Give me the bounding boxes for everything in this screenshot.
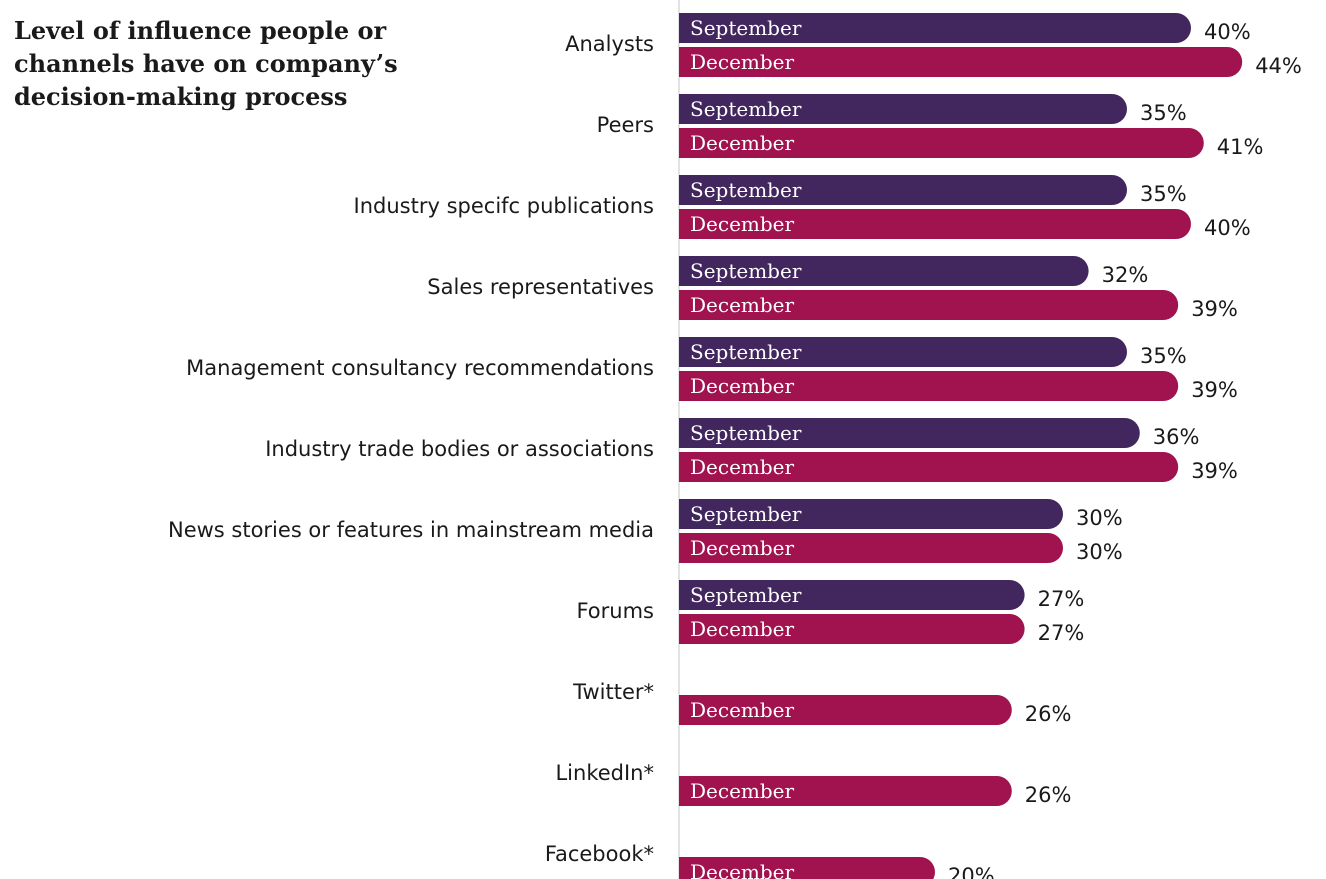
bar-series-label: December: [690, 374, 795, 398]
chart-title-line-3: decision-making process: [14, 82, 348, 111]
bar-series-label: September: [690, 97, 802, 121]
bar-series-label: September: [690, 259, 802, 283]
category-label: News stories or features in mainstream m…: [168, 518, 654, 542]
bar-december: [679, 128, 1204, 158]
bar-december: [679, 452, 1179, 482]
bar-december: [679, 371, 1179, 401]
bar-series-label: September: [690, 583, 802, 607]
bar-december: [679, 290, 1179, 320]
category-label: Industry specifc publications: [354, 194, 654, 218]
value-label: 44%: [1255, 54, 1302, 78]
category-label: Management consultancy recommendations: [186, 356, 654, 380]
bar-december: [679, 695, 1012, 725]
bar-series-label: December: [690, 293, 795, 317]
bar-series-label: December: [690, 698, 795, 722]
bar-series-label: December: [690, 860, 795, 879]
bar-december: [679, 776, 1012, 806]
bar-series-label: September: [690, 178, 802, 202]
bar-series-label: December: [690, 779, 795, 803]
category-label: Industry trade bodies or associations: [265, 437, 654, 461]
bar-series-label: September: [690, 16, 802, 40]
value-label: 39%: [1191, 378, 1238, 402]
value-label: 40%: [1204, 20, 1251, 44]
bar-december: [679, 857, 935, 879]
bar-series-label: September: [690, 502, 802, 526]
bar-december: [679, 533, 1063, 563]
category-label: Sales representatives: [427, 275, 654, 299]
bar-series-label: December: [690, 212, 795, 236]
category-label: Twitter*: [572, 680, 654, 704]
bar-series-label: December: [690, 50, 795, 74]
value-label: 40%: [1204, 216, 1251, 240]
value-label: 41%: [1217, 135, 1264, 159]
category-label: Peers: [597, 113, 654, 137]
value-label: 20%: [948, 864, 995, 879]
bar-series-label: September: [690, 340, 802, 364]
bar-series-label: December: [690, 617, 795, 641]
value-label: 26%: [1025, 702, 1072, 726]
bar-september: [679, 418, 1140, 448]
value-label: 30%: [1076, 506, 1123, 530]
category-label: Forums: [576, 599, 654, 623]
bar-september: [679, 94, 1127, 124]
bar-december: [679, 47, 1243, 77]
bar-september: [679, 580, 1025, 610]
bar-september: [679, 499, 1063, 529]
bar-series-label: December: [690, 455, 795, 479]
bar-series-label: December: [690, 131, 795, 155]
category-label: Analysts: [565, 32, 654, 56]
value-label: 30%: [1076, 540, 1123, 564]
category-label: LinkedIn*: [555, 761, 654, 785]
value-label: 35%: [1140, 344, 1187, 368]
bar-september: [679, 337, 1127, 367]
bar-december: [679, 209, 1191, 239]
chart-title-line-1: Level of influence people or: [14, 16, 387, 45]
value-label: 35%: [1140, 101, 1187, 125]
bar-september: [679, 175, 1127, 205]
value-label: 39%: [1191, 297, 1238, 321]
value-label: 39%: [1191, 459, 1238, 483]
bar-series-label: December: [690, 536, 795, 560]
chart-title: Level of influence people or channels ha…: [14, 14, 434, 113]
chart-title-line-2: channels have on company’s: [14, 49, 398, 78]
bar-september: [679, 256, 1089, 286]
value-label: 32%: [1102, 263, 1149, 287]
value-label: 27%: [1038, 621, 1085, 645]
bar-series-label: September: [690, 421, 802, 445]
bar-december: [679, 614, 1025, 644]
value-label: 27%: [1038, 587, 1085, 611]
value-label: 36%: [1153, 425, 1200, 449]
value-label: 26%: [1025, 783, 1072, 807]
value-label: 35%: [1140, 182, 1187, 206]
category-label: Facebook*: [545, 842, 654, 866]
bar-september: [679, 13, 1191, 43]
